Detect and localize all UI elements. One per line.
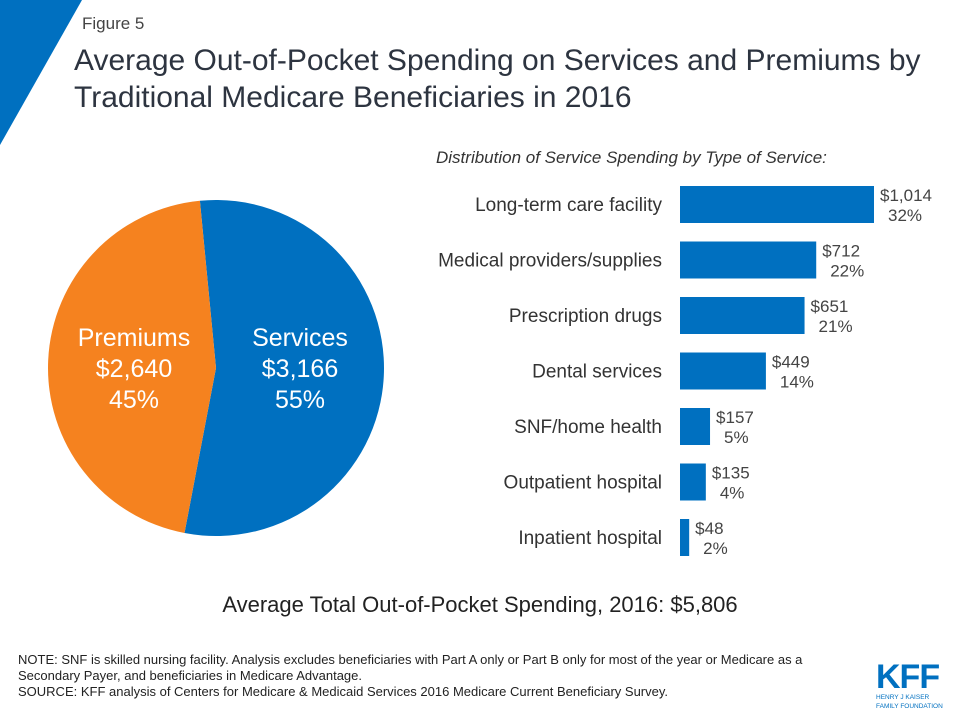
corner-accent — [0, 0, 82, 145]
total-spending: Average Total Out-of-Pocket Spending, 20… — [222, 592, 738, 617]
bar-percent-label: 2% — [703, 539, 728, 558]
kff-logo: KFF HENRY J KAISER FAMILY FOUNDATION — [876, 658, 943, 710]
bar-percent-label: 22% — [830, 262, 864, 281]
bar-percent-label: 4% — [720, 484, 745, 503]
bar-percent-label: 5% — [724, 428, 749, 447]
pie-label-value: $2,640 — [96, 355, 172, 383]
bar-category-label: SNF/home health — [514, 417, 662, 438]
pie-label-percent: 45% — [109, 386, 159, 414]
source-text: SOURCE: KFF analysis of Centers for Medi… — [18, 684, 669, 699]
pie-label-name: Services — [252, 324, 348, 352]
bar-value-label: $651 — [811, 297, 849, 316]
bar — [680, 241, 817, 279]
svg-text:KFF: KFF — [876, 658, 939, 696]
pie-label-name: Premiums — [78, 324, 191, 352]
bar-value-label: $157 — [716, 408, 754, 427]
bar — [680, 463, 706, 501]
pie-label-value: $3,166 — [262, 355, 338, 383]
bar-category-label: Prescription drugs — [509, 306, 662, 327]
note-text: NOTE: SNF is skilled nursing facility. A… — [18, 652, 803, 683]
bar-category-label: Inpatient hospital — [518, 528, 662, 549]
bar-percent-label: 21% — [819, 317, 853, 336]
bar-category-label: Long-term care facility — [475, 195, 662, 216]
bar — [680, 297, 805, 334]
bar-value-label: $135 — [712, 464, 750, 483]
svg-text:HENRY J KAISER: HENRY J KAISER — [876, 694, 930, 701]
bar-percent-label: 32% — [888, 206, 922, 225]
svg-text:FAMILY FOUNDATION: FAMILY FOUNDATION — [876, 703, 943, 710]
bar — [680, 186, 874, 223]
bar — [680, 408, 711, 445]
bar-value-label: $712 — [822, 242, 860, 261]
bar — [680, 519, 690, 556]
bar-value-label: $449 — [772, 353, 810, 372]
bar-category-label: Outpatient hospital — [504, 473, 662, 494]
pie-label-percent: 55% — [275, 386, 325, 414]
pie-slice-services — [184, 200, 384, 536]
bar-category-label: Medical providers/supplies — [438, 251, 662, 272]
bar-category-label: Dental services — [532, 362, 662, 383]
pie-slice-premiums — [48, 200, 217, 534]
bar-chart-title: Distribution of Service Spending by Type… — [436, 148, 827, 167]
bar-value-label: $48 — [695, 519, 723, 538]
bar-percent-label: 14% — [780, 373, 814, 392]
figure-label: Figure 5 — [82, 14, 145, 33]
bar — [680, 352, 766, 390]
pie-chart: Services $3,166 55% Premiums $2,640 45% — [48, 200, 384, 536]
notes: NOTE: SNF is skilled nursing facility. A… — [18, 652, 848, 700]
bar-value-label: $1,014 — [880, 186, 932, 205]
chart-title: Average Out-of-Pocket Spending on Servic… — [74, 44, 921, 114]
